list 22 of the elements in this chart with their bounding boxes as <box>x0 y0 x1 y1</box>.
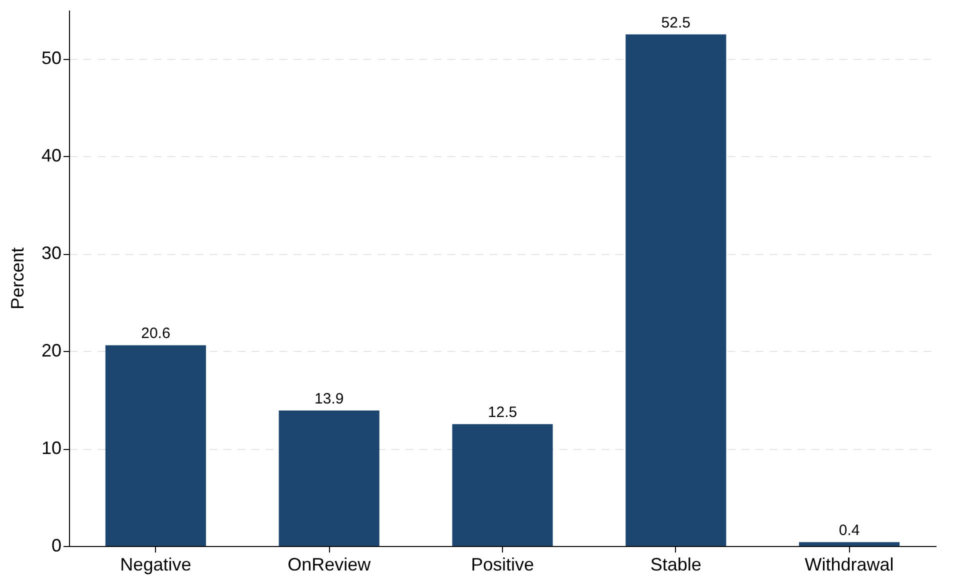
bar <box>799 542 900 546</box>
y-tick-label: 0 <box>51 536 62 556</box>
x-tick-label: OnReview <box>288 554 372 574</box>
data-label: 20.6 <box>141 325 170 342</box>
y-tick-label: 10 <box>41 438 62 458</box>
data-label: 0.4 <box>838 522 860 540</box>
data-label: 12.5 <box>488 404 518 422</box>
bar <box>626 34 726 546</box>
x-tick-label: Positive <box>470 554 534 574</box>
bar <box>105 345 206 546</box>
y-axis-title: Percent <box>7 247 28 310</box>
y-tick-label: 30 <box>41 243 62 264</box>
y-tick-label: 20 <box>41 340 62 361</box>
x-tick-label: Stable <box>650 554 702 574</box>
x-tick-label: Withdrawal <box>804 554 894 574</box>
x-tick-label: Negative <box>120 554 192 574</box>
y-tick-label: 50 <box>41 48 62 68</box>
data-label: 52.5 <box>661 14 690 32</box>
data-label: 13.9 <box>314 390 344 408</box>
bar <box>452 424 553 546</box>
bar <box>278 410 380 546</box>
y-tick-label: 40 <box>41 146 62 166</box>
